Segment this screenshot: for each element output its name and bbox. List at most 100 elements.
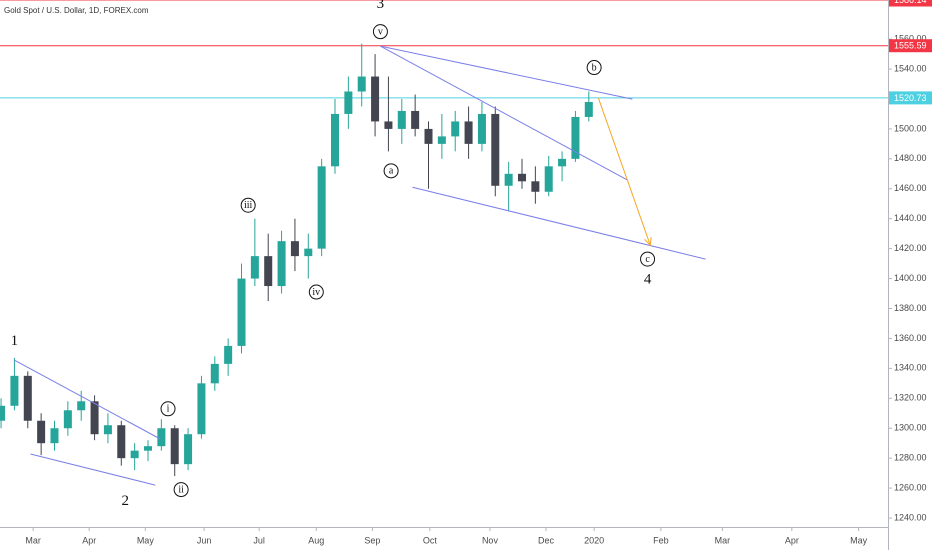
wave-label: c (645, 254, 650, 265)
candle-body (90, 401, 99, 435)
trendline (14, 359, 161, 440)
x-tick-label: Dec (538, 535, 555, 545)
candle-body (143, 446, 153, 451)
candle-body (451, 121, 460, 137)
wave-circle (383, 163, 399, 179)
candle-body (290, 241, 299, 257)
y-tick-label: 1440.00 (894, 213, 927, 223)
candle-body (157, 428, 166, 447)
x-tick-label: Jul (253, 535, 265, 545)
y-tick-label: 1560.00 (894, 33, 927, 43)
candle-body (250, 256, 259, 279)
candle-body (571, 116, 580, 159)
candle-body (531, 181, 540, 192)
candle-body (384, 121, 393, 129)
wave-circle (640, 251, 656, 267)
candle-body (518, 173, 527, 182)
candle-body (544, 166, 553, 192)
candle-body (117, 425, 126, 459)
trendline (30, 453, 156, 486)
candle-body (357, 76, 366, 92)
candle-body (264, 256, 273, 287)
candle-body (411, 110, 420, 129)
x-tick-label: 2020 (584, 535, 604, 545)
wave-label: 3 (377, 0, 385, 12)
x-tick-label: Jun (197, 535, 212, 545)
x-tick-label: Mar (715, 535, 731, 545)
candle-body (558, 158, 567, 167)
y-tick-label: 1320.00 (894, 393, 927, 403)
candle-body (317, 166, 326, 249)
trendline (380, 45, 633, 100)
candle-body (437, 136, 446, 144)
wave-circle (160, 401, 176, 417)
wave-label: v (378, 26, 383, 37)
wave-label: 4 (644, 272, 652, 288)
candle-body (224, 345, 233, 364)
wave-label: a (389, 166, 394, 177)
wave-circle (586, 60, 602, 76)
price-label: 1555.59 (894, 41, 927, 51)
wave-label: iv (312, 287, 320, 298)
x-tick-label: May (850, 535, 868, 545)
candle-body (103, 425, 112, 435)
y-tick-label: 1500.00 (894, 123, 927, 133)
candle-body (130, 450, 139, 459)
x-tick-label: Sep (364, 535, 380, 545)
y-tick-label: 1380.00 (894, 303, 927, 313)
x-tick-label: Aug (308, 535, 324, 545)
wave-circle (240, 197, 256, 213)
x-tick-label: Feb (653, 535, 669, 545)
y-tick-label: 1420.00 (894, 243, 927, 253)
wave-label: i (167, 404, 170, 415)
trendline (380, 45, 628, 181)
wave-circle (372, 24, 388, 40)
candle-body (237, 278, 246, 346)
chart-title: Gold Spot / U.S. Dollar, 1D, FOREX.com (4, 6, 149, 15)
x-tick-label: Apr (785, 535, 799, 545)
wave-label: b (592, 62, 597, 73)
y-tick-label: 1240.00 (894, 512, 927, 522)
price-label-box (889, 91, 932, 105)
x-tick-label: May (137, 535, 155, 545)
x-tick-label: Nov (482, 535, 499, 545)
x-tick-label: Apr (82, 535, 96, 545)
candle-body (210, 363, 219, 384)
candle-body (277, 241, 286, 287)
x-tick-label: Mar (25, 535, 41, 545)
candle-body (491, 113, 500, 186)
candle-body (10, 375, 19, 406)
candle-body (330, 113, 340, 167)
x-tick-label: Oct (423, 535, 438, 545)
price-label: 1520.73 (894, 93, 927, 103)
y-tick-label: 1460.00 (894, 183, 927, 193)
wave-label: ii (178, 484, 184, 495)
candle-body (477, 113, 486, 144)
candle-body (397, 110, 406, 129)
candle-body (63, 410, 72, 429)
y-tick-label: 1480.00 (894, 153, 927, 163)
y-tick-label: 1540.00 (894, 63, 927, 73)
candle-body (77, 401, 86, 411)
candle-body (170, 428, 179, 465)
candle-body (424, 128, 433, 144)
trendline (412, 186, 706, 260)
candle-body (504, 173, 513, 186)
y-tick-label: 1340.00 (894, 363, 927, 373)
wave-circle (173, 482, 189, 498)
wave-label: 1 (11, 333, 19, 349)
candle-body (371, 76, 380, 122)
candle-body (464, 121, 473, 144)
candle-body (304, 248, 313, 257)
candle-body (37, 420, 46, 444)
y-tick-label: 1400.00 (894, 273, 927, 283)
y-tick-label: 1260.00 (894, 482, 927, 492)
wave-label: iii (244, 200, 253, 211)
price-label-box (889, 39, 932, 53)
candle-body (184, 434, 193, 465)
wave-circle (308, 284, 324, 300)
candle-body (23, 375, 32, 421)
price-label: 1586.14 (894, 0, 927, 5)
y-tick-label: 1300.00 (894, 423, 927, 433)
